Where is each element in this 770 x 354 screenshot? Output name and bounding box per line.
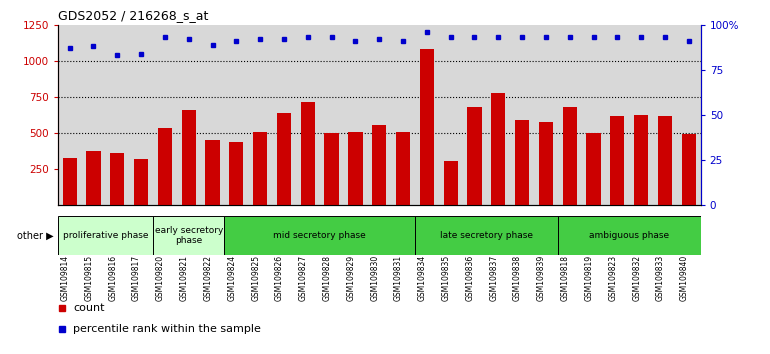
Bar (467, 107, 481, 205)
Bar (62, 158, 77, 205)
Bar (253, 132, 267, 205)
Text: GSM109831: GSM109831 (394, 255, 403, 301)
Text: GSM109835: GSM109835 (442, 255, 450, 301)
Text: GSM109825: GSM109825 (251, 255, 260, 301)
Text: GSM109816: GSM109816 (109, 255, 117, 301)
Text: GSM109840: GSM109840 (680, 255, 689, 301)
Bar (372, 125, 387, 205)
Bar (491, 93, 505, 205)
Text: GSM109824: GSM109824 (227, 255, 236, 301)
Bar (229, 143, 243, 205)
Bar (396, 132, 410, 205)
Text: GSM109829: GSM109829 (346, 255, 356, 301)
Bar (557, 216, 701, 255)
Text: GSM109837: GSM109837 (489, 255, 498, 301)
Bar (153, 216, 224, 255)
Bar (415, 216, 557, 255)
Text: late secretory phase: late secretory phase (440, 231, 533, 240)
Bar (634, 115, 648, 205)
Text: GSM109817: GSM109817 (132, 255, 141, 301)
Bar (86, 151, 101, 205)
Text: early secretory
phase: early secretory phase (155, 226, 223, 245)
Bar (563, 107, 577, 205)
Bar (277, 113, 291, 205)
Text: GSM109834: GSM109834 (418, 255, 427, 301)
Text: GSM109828: GSM109828 (323, 255, 332, 301)
Bar (110, 153, 125, 205)
Text: GSM109836: GSM109836 (466, 255, 474, 301)
Text: GSM109832: GSM109832 (632, 255, 641, 301)
Text: proliferative phase: proliferative phase (62, 231, 148, 240)
Bar (224, 216, 415, 255)
Bar (324, 133, 339, 205)
Bar (658, 116, 672, 205)
Bar (58, 216, 153, 255)
Text: GSM109818: GSM109818 (561, 255, 570, 301)
Bar (134, 159, 149, 205)
Bar (681, 134, 696, 205)
Text: GSM109815: GSM109815 (85, 255, 93, 301)
Text: GSM109822: GSM109822 (203, 255, 213, 301)
Text: GSM109839: GSM109839 (537, 255, 546, 301)
Bar (587, 133, 601, 205)
Text: GSM109819: GSM109819 (584, 255, 594, 301)
Text: percentile rank within the sample: percentile rank within the sample (73, 324, 261, 334)
Text: GSM109827: GSM109827 (299, 255, 308, 301)
Text: ambiguous phase: ambiguous phase (589, 231, 669, 240)
Bar (300, 102, 315, 205)
Bar (420, 48, 434, 205)
Text: GSM109814: GSM109814 (61, 255, 69, 301)
Text: mid secretory phase: mid secretory phase (273, 231, 366, 240)
Text: GSM109826: GSM109826 (275, 255, 284, 301)
Text: count: count (73, 303, 105, 313)
Bar (158, 128, 172, 205)
Text: GSM109830: GSM109830 (370, 255, 380, 301)
Bar (182, 110, 196, 205)
Bar (539, 121, 553, 205)
Text: GSM109823: GSM109823 (608, 255, 618, 301)
Text: other ▶: other ▶ (17, 230, 54, 240)
Bar (610, 116, 624, 205)
Text: GSM109820: GSM109820 (156, 255, 165, 301)
Text: GDS2052 / 216268_s_at: GDS2052 / 216268_s_at (58, 9, 208, 22)
Bar (444, 161, 458, 205)
Bar (348, 132, 363, 205)
Bar (515, 120, 529, 205)
Text: GSM109833: GSM109833 (656, 255, 665, 301)
Text: GSM109838: GSM109838 (513, 255, 522, 301)
Text: GSM109821: GSM109821 (179, 255, 189, 301)
Bar (206, 139, 219, 205)
